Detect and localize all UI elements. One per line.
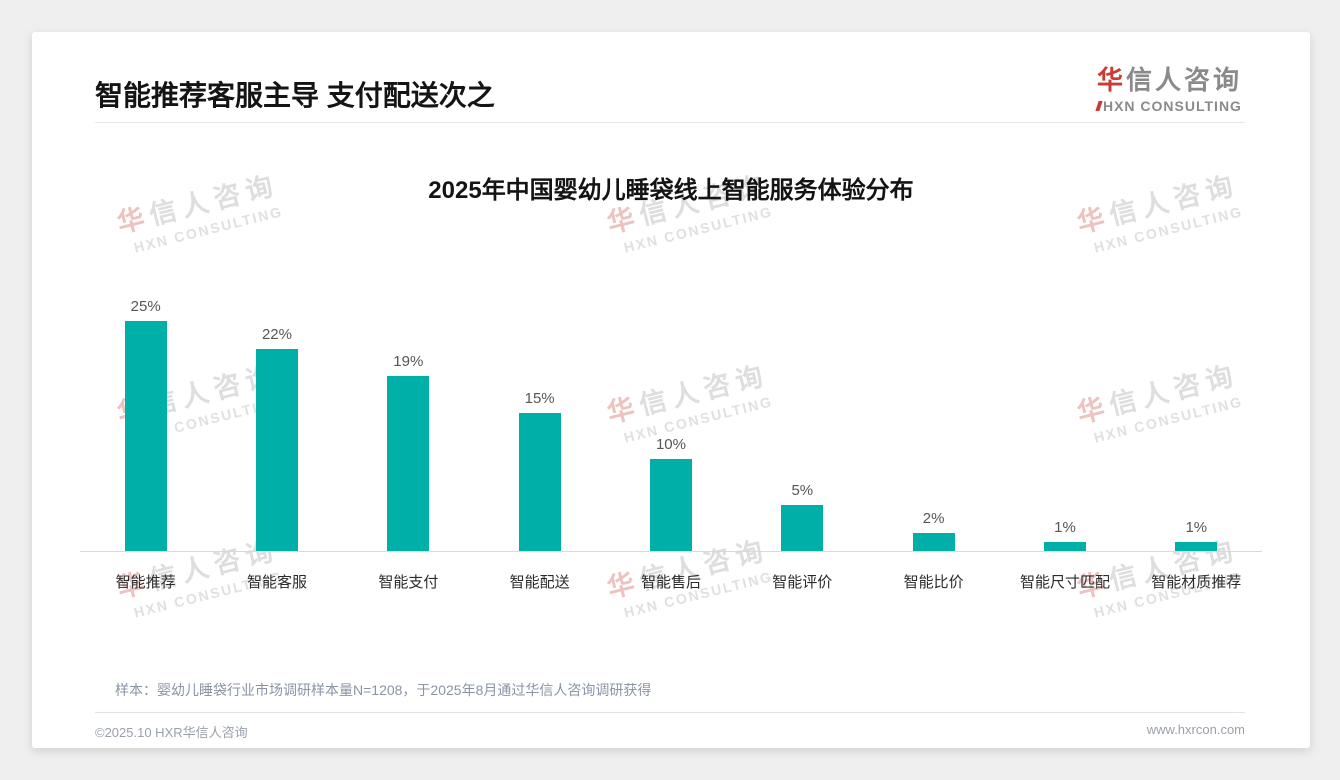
page-title: 智能推荐客服主导 支付配送次之: [95, 80, 495, 111]
logo-en-rest: XN CONSULTING: [1114, 98, 1242, 114]
bar-chart: 25% 22% 19% 15% 10% 5% 2% 1% 1%: [80, 286, 1262, 552]
bar-category-label: 智能比价: [903, 574, 964, 591]
bar-value-label: 22%: [261, 326, 292, 343]
bar-value-label: 1%: [1185, 519, 1208, 536]
report-card: 华信人咨询 HXN CONSULTING 华信人咨询 HXN CONSULTING 华信…: [32, 32, 1310, 748]
logo-cn-first: 华: [1096, 65, 1126, 95]
bar: [912, 533, 955, 551]
logo-cn-rest: 信人咨询: [1125, 65, 1242, 95]
bar-column: 1%: [1131, 519, 1262, 551]
footer-divider: [95, 712, 1245, 713]
bar-value-label: 15%: [524, 390, 555, 407]
bar: [387, 376, 430, 551]
bar-column: 15%: [474, 390, 605, 551]
website-text: www.hxrcon.com: [1146, 722, 1245, 737]
logo-red-tick-icon: [1095, 101, 1103, 111]
bar-column: 2%: [868, 510, 999, 551]
bar: [781, 505, 824, 551]
bar-category-label: 智能材质推荐: [1151, 574, 1242, 591]
copyright-text: ©2025.10 HXR华信人咨询: [95, 725, 248, 740]
category-axis: 智能推荐 智能客服 智能支付 智能配送 智能售后 智能评价 智能比价 智能尺寸匹配 智能材质推荐: [80, 553, 1262, 592]
bar-value-label: 25%: [130, 298, 161, 315]
chart-title: 2025年中国婴幼儿睡袋线上智能服务体验分布: [428, 177, 914, 204]
bar-category-label: 智能售后: [640, 574, 701, 591]
bar-category-label: 智能支付: [378, 574, 439, 591]
bar-category-label: 智能客服: [246, 574, 307, 591]
bar: [255, 349, 298, 551]
bar-value-label: 1%: [1054, 519, 1076, 536]
bar-column: 1%: [999, 519, 1130, 551]
bar-category-label: 智能配送: [509, 574, 570, 591]
bar-value-label: 5%: [791, 482, 814, 499]
logo-en-h: H: [1102, 98, 1115, 114]
sample-note: 样本：婴幼儿睡袋行业市场调研样本量N=1208，于2025年8月通过华信人咨询调…: [115, 682, 652, 698]
bar: [518, 413, 561, 551]
bar-column: 22%: [211, 326, 342, 551]
bar-column: 25%: [80, 298, 211, 551]
bar-column: 5%: [737, 482, 868, 551]
bar-value-label: 10%: [655, 436, 686, 453]
company-logo: 华信人咨询 HXN CONSULTING: [1095, 60, 1242, 114]
header-divider: [95, 122, 1245, 123]
bar: [124, 321, 167, 551]
bar: [1175, 542, 1218, 551]
bar-category-label: 智能尺寸匹配: [1019, 574, 1110, 591]
bar: [649, 459, 692, 551]
bar-value-label: 2%: [922, 510, 945, 527]
logo-cn-text: 华信人咨询: [1097, 60, 1242, 97]
logo-en-text: HXN CONSULTING: [1095, 98, 1242, 114]
bar-column: 10%: [605, 436, 736, 551]
footer-row: ©2025.10 HXR华信人咨询 www.hxrcon.com: [95, 722, 1245, 741]
bar-category-label: 智能推荐: [115, 574, 176, 591]
bar-column: 19%: [343, 353, 474, 551]
bar: [1043, 542, 1086, 551]
bar-category-label: 智能评价: [772, 574, 833, 591]
bar-value-label: 19%: [393, 353, 424, 370]
